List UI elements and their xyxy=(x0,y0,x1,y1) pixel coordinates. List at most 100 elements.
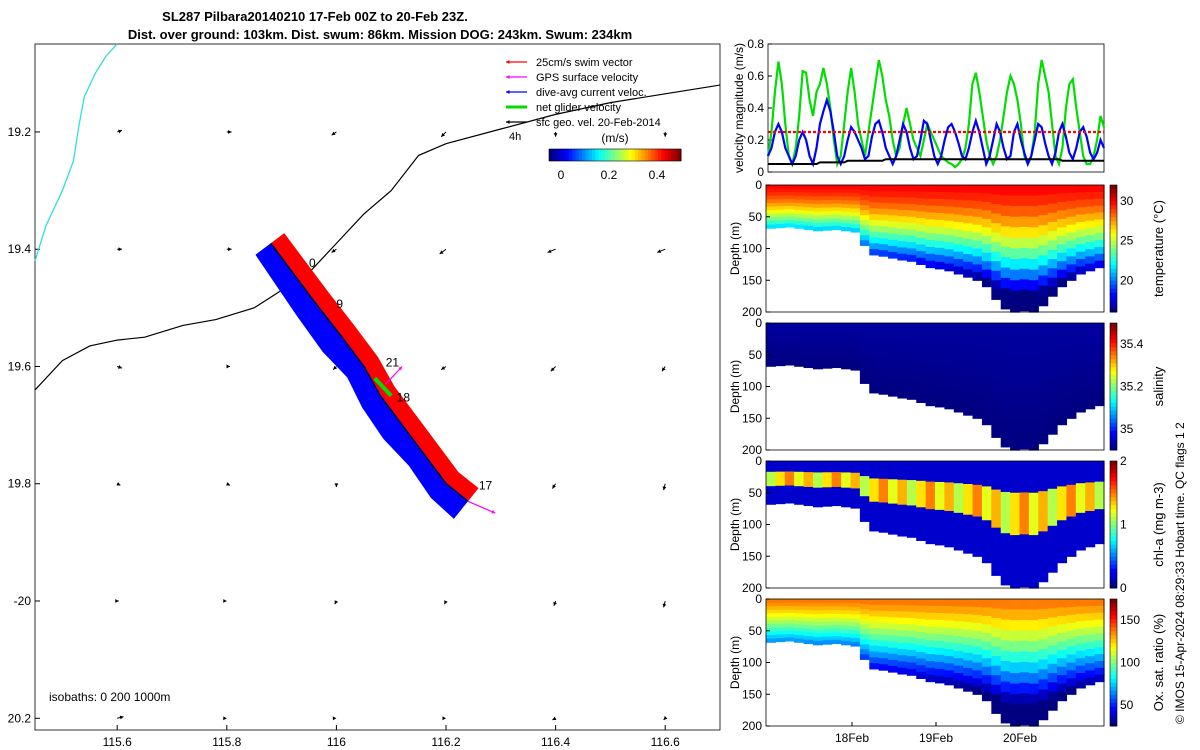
map-colorbar-cell xyxy=(677,149,682,161)
section-cell xyxy=(897,335,908,343)
section-cell xyxy=(766,461,776,466)
section-cell xyxy=(878,238,889,245)
section-cell xyxy=(822,215,833,220)
section-cell xyxy=(812,629,823,634)
section-cell xyxy=(953,490,964,499)
section-colorbar-cell xyxy=(1110,666,1117,671)
section-cell xyxy=(859,363,870,369)
section-cell xyxy=(1094,674,1105,683)
section-cell xyxy=(1010,513,1021,526)
section-cell xyxy=(803,363,814,369)
section-cell xyxy=(906,480,917,487)
section-colorbar-cell xyxy=(1110,418,1117,423)
section-cell xyxy=(1028,344,1039,356)
section-cell xyxy=(831,345,842,350)
section-cell xyxy=(794,192,805,197)
section-cell xyxy=(1038,629,1049,640)
section-colorbar-cell xyxy=(1110,548,1117,553)
section-cell xyxy=(1057,683,1068,693)
section-cell xyxy=(1028,503,1039,515)
section-cell xyxy=(916,474,927,482)
section-cell xyxy=(916,231,927,239)
section-cell xyxy=(1066,516,1077,526)
section-cell xyxy=(803,617,814,622)
section-cell xyxy=(1047,553,1058,564)
section-cell xyxy=(1010,365,1021,377)
section-cell xyxy=(841,606,852,612)
section-cell xyxy=(972,622,983,632)
section-cell xyxy=(935,481,945,490)
section-cell xyxy=(897,341,908,349)
section-cell xyxy=(841,223,852,228)
section-cell xyxy=(1000,461,1011,472)
section-cell xyxy=(878,208,889,216)
section-cell xyxy=(841,461,852,466)
section-cell xyxy=(916,257,927,265)
figure-title-line1: SL287 Pilbara20140210 17-Feb 00Z to 20-F… xyxy=(162,9,468,24)
section-cell xyxy=(1000,343,1011,355)
section-cell xyxy=(935,323,945,331)
section-cell xyxy=(1057,365,1068,375)
section-cell xyxy=(803,461,814,466)
section-cell xyxy=(794,489,805,494)
section-cell xyxy=(831,326,842,332)
section-cell xyxy=(1047,397,1058,407)
section-cell xyxy=(1075,520,1086,529)
section-cell xyxy=(1066,540,1077,549)
section-cell xyxy=(906,530,917,538)
section-cell xyxy=(1028,704,1039,717)
section-cell xyxy=(812,361,823,366)
section-cell xyxy=(991,508,1002,519)
section-cell xyxy=(991,418,1002,429)
sfc-geo-vel-arrow-head xyxy=(547,249,552,253)
section-cell xyxy=(981,339,992,349)
section-cell xyxy=(869,357,880,365)
section-cell xyxy=(1028,535,1039,547)
section-cell xyxy=(1047,507,1058,518)
section-cell xyxy=(775,340,786,345)
section-cell xyxy=(1019,364,1030,376)
section-cell xyxy=(1094,364,1105,372)
section-cell xyxy=(981,235,992,245)
section-cell xyxy=(794,500,805,505)
section-cell xyxy=(1038,205,1049,216)
section-cell xyxy=(859,328,870,334)
section-cell xyxy=(935,329,945,338)
section-cell xyxy=(1075,352,1086,361)
section-cell xyxy=(1085,656,1096,664)
section-colorbar-cell xyxy=(1110,236,1117,242)
section-cell xyxy=(1000,298,1011,310)
section-cell xyxy=(953,512,964,521)
section-cell xyxy=(1066,662,1077,672)
section-cell xyxy=(944,199,955,208)
section-cell xyxy=(766,217,776,222)
section-cell xyxy=(850,204,861,210)
section-cell xyxy=(775,482,786,487)
section-cell xyxy=(841,361,852,366)
section-cell xyxy=(925,522,936,531)
section-cell xyxy=(1000,364,1011,376)
section-cell xyxy=(972,599,983,608)
section-cell xyxy=(850,638,861,643)
section-ytick-label: 200 xyxy=(742,443,762,457)
section-cell xyxy=(897,655,908,663)
section-cell xyxy=(850,330,861,336)
gps-surface-velocity-arrow xyxy=(385,366,403,385)
section-cell xyxy=(850,338,861,344)
section-cell xyxy=(963,392,974,401)
section-cell xyxy=(841,610,852,615)
section-cell xyxy=(1038,551,1049,563)
section-cell xyxy=(963,208,974,217)
section-cell xyxy=(925,226,936,234)
section-cell xyxy=(859,619,870,625)
section-cell xyxy=(775,620,786,625)
section-cell xyxy=(869,651,880,658)
section-cell xyxy=(906,461,917,468)
section-cell xyxy=(1094,205,1105,214)
section-cell xyxy=(935,343,945,352)
section-cell xyxy=(972,548,983,557)
section-cell xyxy=(897,510,908,518)
section-cell xyxy=(1066,614,1077,624)
section-cell xyxy=(850,464,861,470)
section-cell xyxy=(1019,279,1030,291)
